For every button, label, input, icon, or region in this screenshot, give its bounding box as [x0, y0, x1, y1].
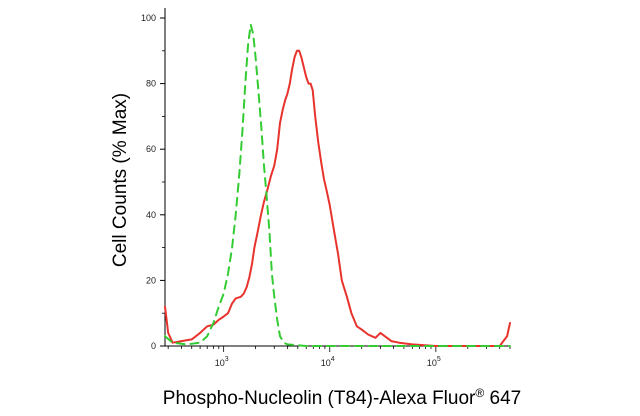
x-tick-label: 104: [321, 356, 335, 368]
x-axis: 103 104 105: [167, 346, 511, 368]
y-tick-label: 60: [146, 144, 156, 154]
y-tick-label: 80: [146, 79, 156, 89]
x-tick-label-exponent: 4: [331, 356, 335, 363]
y-axis-title: Cell Counts (% Max): [110, 93, 131, 267]
x-axis-title-suffix: 647: [484, 388, 521, 409]
y-tick-label: 20: [146, 275, 156, 285]
x-axis-title-superscript: ®: [475, 386, 484, 400]
x-tick-label-base: 10: [215, 358, 225, 368]
x-tick-label-base: 10: [321, 358, 331, 368]
sample-histogram-line: [164, 49, 511, 347]
y-tick-label: 40: [146, 210, 156, 220]
series-layer: [164, 23, 511, 347]
x-axis-title-main: Phospho-Nucleolin (T84)-Alexa Fluor: [163, 388, 476, 409]
x-tick-label: 105: [427, 356, 441, 368]
x-axis-title: Phospho-Nucleolin (T84)-Alexa Fluor® 647: [163, 386, 521, 409]
y-axis: 0 20 40 60 80 100: [141, 13, 165, 351]
y-tick-label: 0: [151, 341, 156, 351]
x-tick-label-base: 10: [427, 358, 437, 368]
plot-frame: [164, 8, 510, 347]
control-histogram-line: [164, 23, 511, 347]
x-tick-label-exponent: 5: [437, 356, 441, 363]
y-tick-label: 100: [141, 13, 156, 23]
x-tick-label: 103: [215, 356, 229, 368]
x-tick-label-exponent: 3: [225, 356, 229, 363]
